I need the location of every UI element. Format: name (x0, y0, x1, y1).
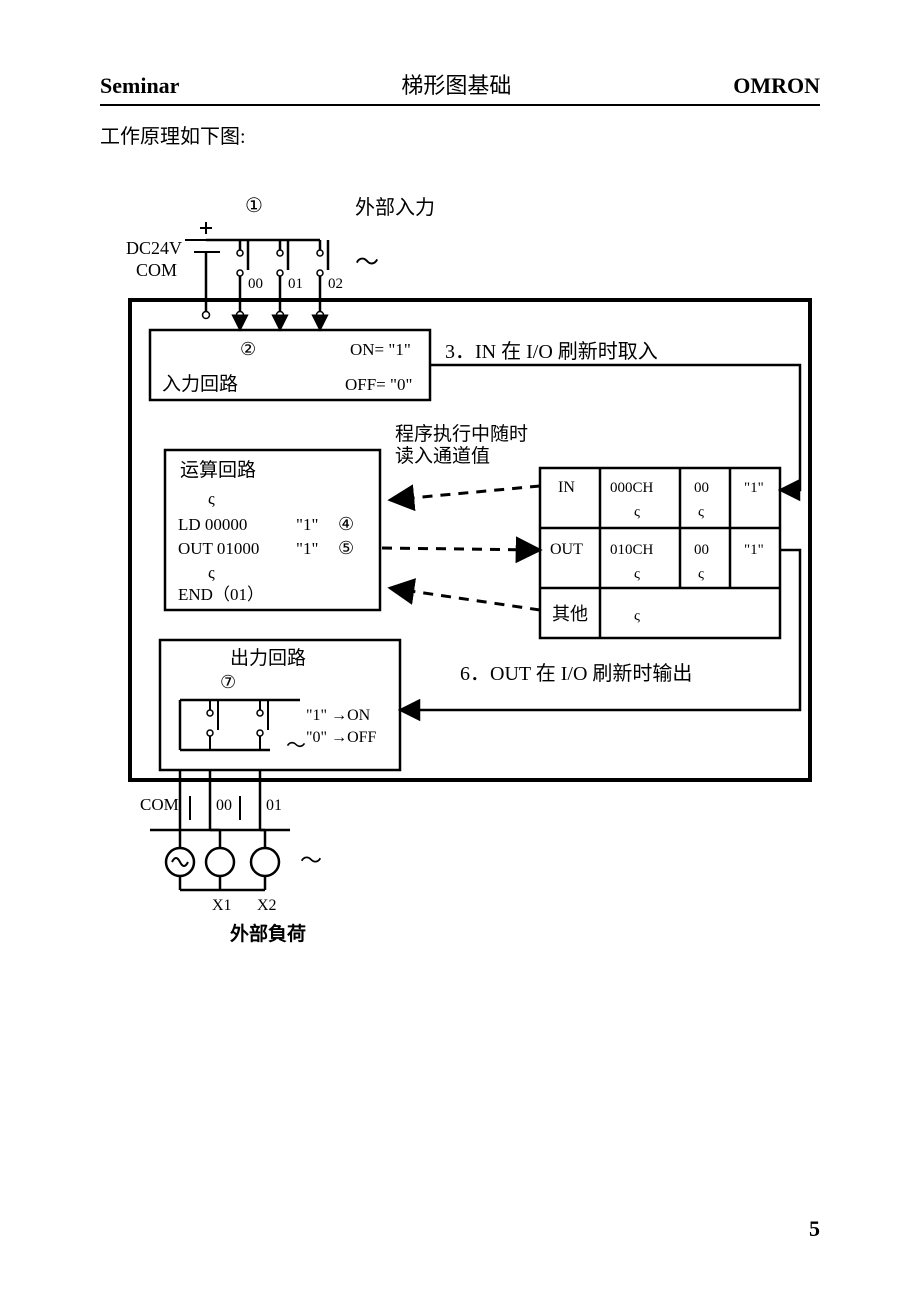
off-0: OFF= "0" (345, 375, 412, 394)
mem-000ch-s: ς (634, 504, 640, 520)
intro-text: 工作原理如下图: (100, 120, 246, 149)
annot-3: 3．IN 在 I/O 刷新时取入 (445, 340, 658, 363)
mem-010ch: 010CH (610, 542, 654, 558)
calc-title: 运算回路 (180, 459, 256, 481)
input-00: 00 (248, 276, 263, 292)
mem-r1c3: 00 (694, 480, 709, 496)
mem-000ch: 000CH (610, 480, 654, 496)
memory-table: IN 000CH ς 00 ς "1" OUT 010CH ς 00 ς "1"… (540, 468, 780, 638)
calc-s1: ς (208, 489, 215, 508)
page-header: Seminar 梯形图基础 OMRON (100, 68, 820, 106)
input-02: 02 (328, 276, 343, 292)
tilde-out: ～ (286, 735, 306, 757)
circled-1: ① (245, 195, 263, 217)
calc-end: END（01） (178, 585, 264, 604)
circled-5: ⑤ (338, 538, 354, 558)
annot-mid1: 程序执行中随时 (395, 423, 528, 445)
on-1: ON= "1" (350, 340, 411, 359)
com-top-label: COM (136, 260, 177, 280)
circled-7: ⑦ (220, 672, 236, 692)
mem-r2c4: "1" (744, 542, 764, 558)
calc-out-v: "1" (296, 539, 318, 558)
header-left: Seminar (100, 73, 179, 99)
mem-other-s: ς (634, 608, 640, 624)
mem-010ch-s: ς (634, 566, 640, 582)
input-01: 01 (288, 276, 303, 292)
com-bot: COM (140, 795, 179, 814)
header-center: 梯形图基础 (401, 68, 511, 100)
mem-r1c4: "1" (744, 480, 764, 496)
ext-load: 外部負荷 (230, 922, 306, 945)
out-01: 01 (266, 797, 282, 814)
annot-6: 6．OUT 在 I/O 刷新时输出 (460, 662, 692, 685)
mem-in: IN (558, 479, 575, 496)
mem-r1c3s: ς (698, 504, 704, 520)
page-number: 5 (809, 1216, 820, 1242)
mem-r2c3: 00 (694, 542, 709, 558)
calc-out: OUT 01000 (178, 539, 259, 558)
calc-ld-v: "1" (296, 515, 318, 534)
tilde-top: ～ (355, 250, 379, 276)
mem-r2c3s: ς (698, 566, 704, 582)
dc24v-label: DC24V (126, 238, 182, 258)
output-circuit-title: 出力回路 (230, 647, 306, 669)
out-00: 00 (216, 797, 232, 814)
tilde-bot: ～ (300, 848, 322, 873)
out-on: "1" →ON (306, 707, 371, 724)
calc-ld: LD 00000 (178, 515, 247, 534)
out-off: "0" →OFF (306, 729, 377, 746)
annot-mid2: 读入通道值 (395, 445, 490, 467)
x1: X1 (212, 897, 232, 914)
x2: X2 (257, 897, 277, 914)
ext-input-label: 外部入力 (355, 196, 435, 219)
header-right: OMRON (733, 73, 820, 99)
input-circuit-title: 入力回路 (162, 373, 238, 395)
mem-other: 其他 (552, 604, 588, 624)
circled-4: ④ (338, 514, 354, 534)
calc-s2: ς (208, 563, 215, 582)
circled-2: ② (240, 339, 256, 359)
diagram: ① 外部入力 DC24V COM 00 01 02 ～ (100, 190, 820, 980)
mem-out: OUT (550, 541, 583, 558)
input-switches: 00 01 02 (237, 240, 343, 292)
